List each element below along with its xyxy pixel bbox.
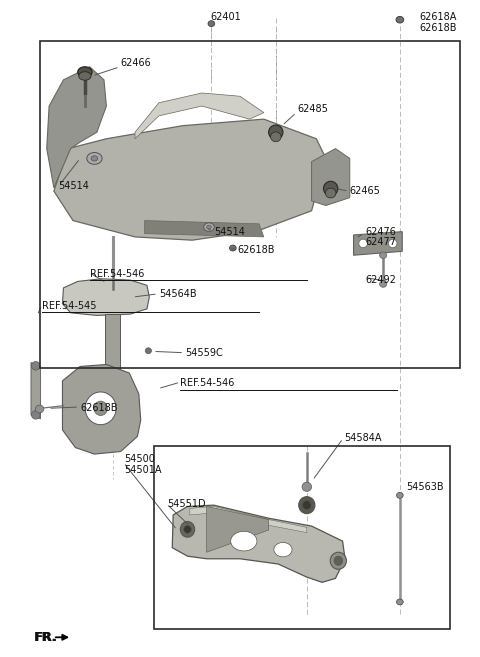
Polygon shape — [62, 365, 141, 454]
Polygon shape — [172, 505, 345, 582]
Polygon shape — [106, 314, 120, 401]
Text: 62485: 62485 — [297, 104, 328, 114]
Ellipse shape — [388, 239, 397, 248]
Text: 54514: 54514 — [59, 181, 90, 191]
Text: 62466: 62466 — [120, 58, 152, 68]
Text: 62401: 62401 — [210, 12, 241, 22]
Ellipse shape — [334, 556, 343, 565]
Polygon shape — [62, 279, 149, 315]
Ellipse shape — [204, 223, 214, 231]
Text: 54500: 54500 — [124, 455, 156, 464]
Ellipse shape — [32, 411, 40, 419]
Polygon shape — [103, 401, 123, 420]
Ellipse shape — [94, 401, 108, 415]
Text: 62477: 62477 — [365, 237, 396, 247]
Text: 62618B: 62618B — [419, 23, 456, 33]
Polygon shape — [312, 148, 350, 206]
Ellipse shape — [229, 245, 236, 251]
Polygon shape — [47, 67, 107, 188]
Polygon shape — [135, 93, 264, 139]
Ellipse shape — [396, 599, 403, 605]
Text: REF.54-545: REF.54-545 — [42, 301, 96, 311]
Ellipse shape — [85, 392, 116, 424]
Text: 54551D: 54551D — [168, 499, 206, 509]
Ellipse shape — [180, 522, 195, 537]
Polygon shape — [354, 232, 402, 255]
Ellipse shape — [208, 20, 215, 26]
Text: 54563B: 54563B — [406, 482, 444, 492]
Polygon shape — [54, 119, 326, 240]
Ellipse shape — [231, 532, 257, 551]
Polygon shape — [31, 363, 40, 419]
Ellipse shape — [206, 225, 211, 229]
Text: 62618A: 62618A — [419, 12, 456, 22]
Text: 54559C: 54559C — [185, 348, 223, 358]
Ellipse shape — [79, 72, 91, 80]
Ellipse shape — [359, 239, 367, 248]
Text: 54501A: 54501A — [124, 464, 162, 475]
Ellipse shape — [271, 132, 281, 142]
Ellipse shape — [145, 348, 152, 353]
Polygon shape — [190, 507, 307, 533]
Ellipse shape — [32, 361, 40, 370]
Ellipse shape — [78, 67, 92, 78]
Ellipse shape — [299, 497, 315, 514]
Bar — [154, 446, 450, 629]
Ellipse shape — [302, 501, 311, 510]
Ellipse shape — [87, 152, 102, 164]
Ellipse shape — [380, 252, 387, 258]
Text: REF.54-546: REF.54-546 — [180, 378, 235, 388]
Ellipse shape — [91, 156, 98, 161]
Text: 62492: 62492 — [365, 275, 396, 285]
Ellipse shape — [35, 405, 44, 413]
Text: 54564B: 54564B — [159, 290, 196, 300]
Ellipse shape — [324, 181, 338, 196]
Ellipse shape — [274, 543, 292, 557]
Text: FR.: FR. — [35, 631, 58, 644]
Text: 62465: 62465 — [350, 186, 381, 196]
Polygon shape — [144, 221, 264, 237]
Ellipse shape — [302, 482, 312, 491]
Ellipse shape — [396, 16, 404, 23]
Text: 54514: 54514 — [214, 227, 245, 237]
Ellipse shape — [330, 553, 347, 569]
Text: 54584A: 54584A — [344, 434, 382, 443]
Polygon shape — [206, 507, 269, 553]
Ellipse shape — [184, 526, 192, 533]
Text: 62618B: 62618B — [238, 245, 275, 255]
Text: 62618B: 62618B — [80, 403, 118, 413]
Ellipse shape — [396, 492, 403, 498]
Text: REF.54-546: REF.54-546 — [90, 269, 144, 279]
Ellipse shape — [269, 125, 283, 139]
Bar — [39, 41, 459, 368]
Text: 62476: 62476 — [365, 227, 396, 237]
Text: FR.: FR. — [34, 631, 57, 644]
Ellipse shape — [325, 188, 336, 198]
Ellipse shape — [380, 281, 387, 287]
